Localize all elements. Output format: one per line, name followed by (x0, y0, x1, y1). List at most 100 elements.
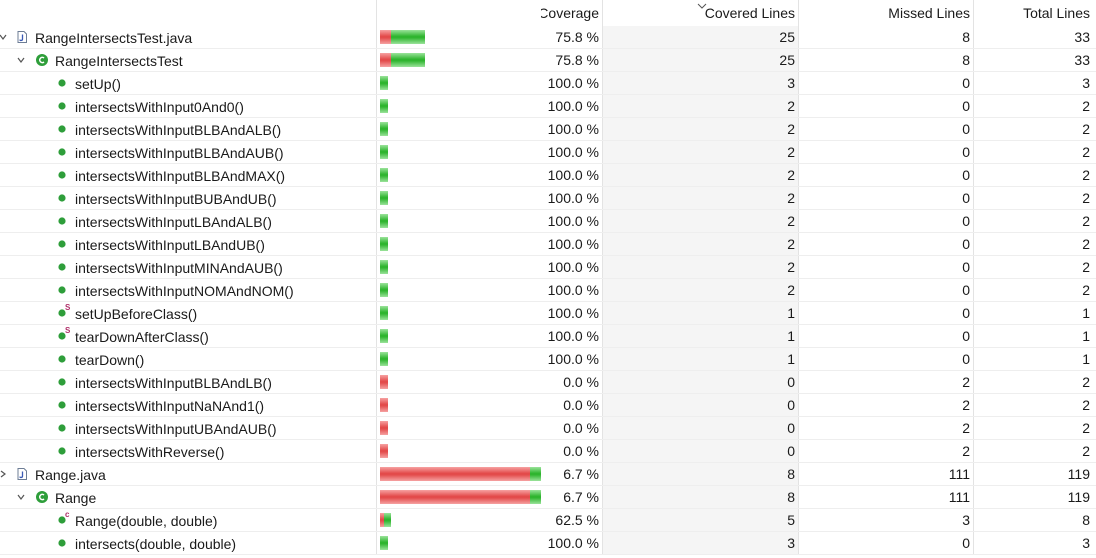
java-file-icon (15, 467, 29, 481)
element-cell[interactable]: intersects(double, double) (0, 532, 377, 554)
table-row[interactable]: intersectsWithInputBLBAndALB() 100.0 % 2 0 2 (0, 118, 1096, 141)
element-cell[interactable]: intersectsWithReverse() (0, 440, 377, 462)
element-cell[interactable]: intersectsWithInputUBAndAUB() (0, 417, 377, 439)
total-lines: 2 (1082, 443, 1090, 459)
element-cell[interactable]: c Range(double, double) (0, 509, 377, 531)
table-row[interactable]: intersectsWithInputLBAndUB() 100.0 % 2 0 2 (0, 233, 1096, 256)
element-name: intersectsWithReverse() (75, 444, 225, 460)
element-cell[interactable]: intersectsWithInputMINAndAUB() (0, 256, 377, 278)
covered-lines: 2 (603, 141, 799, 163)
missed-lines: 2 (799, 440, 974, 462)
table-row[interactable]: Range 6.7 % 8 111 119 (0, 486, 1096, 509)
coverage-bar-cell (377, 440, 541, 462)
chevron-right-icon[interactable] (0, 469, 8, 479)
table-row[interactable]: tearDown() 100.0 % 1 0 1 (0, 348, 1096, 371)
table-row[interactable]: intersectsWithInput0And0() 100.0 % 2 0 2 (0, 95, 1096, 118)
element-name: intersectsWithInputLBAndUB() (75, 237, 265, 253)
covered-lines: 2 (603, 95, 799, 117)
table-body: RangeIntersectsTest.java 75.8 % 25 8 33 Range… (0, 26, 1096, 555)
element-cell[interactable]: intersectsWithInput0And0() (0, 95, 377, 117)
element-cell[interactable]: RangeIntersectsTest (0, 49, 377, 71)
coverage-bar-cell (377, 532, 541, 554)
coverage-bar-cell (377, 187, 541, 209)
element-cell[interactable]: Range.java (0, 463, 377, 485)
table-row[interactable]: intersectsWithReverse() 0.0 % 0 2 2 (0, 440, 1096, 463)
element-name: intersectsWithInputBLBAndALB() (75, 122, 282, 138)
element-cell[interactable]: Range (0, 486, 377, 508)
method-icon (55, 214, 69, 228)
covered-lines: 25 (603, 26, 799, 48)
covered-lines: 1 (603, 348, 799, 370)
header-element[interactable] (0, 0, 377, 26)
header-covered-lines[interactable]: Covered Lines (603, 0, 799, 26)
coverage-percent: 0.0 % (541, 440, 603, 462)
missed-lines: 0 (799, 210, 974, 232)
covered-lines: 2 (603, 118, 799, 140)
table-row[interactable]: intersectsWithInputBUBAndUB() 100.0 % 2 0 2 (0, 187, 1096, 210)
table-row[interactable]: intersectsWithInputNOMAndNOM() 100.0 % 2 0 2 (0, 279, 1096, 302)
table-row[interactable]: RangeIntersectsTest.java 75.8 % 25 8 33 (0, 26, 1096, 49)
element-name: intersectsWithInputUBAndAUB() (75, 421, 277, 437)
element-cell[interactable]: tearDown() (0, 348, 377, 370)
element-name: intersectsWithInputBUBAndUB() (75, 191, 277, 207)
element-cell[interactable]: RangeIntersectsTest.java (0, 26, 377, 48)
table-row[interactable]: intersectsWithInputMINAndAUB() 100.0 % 2 0 2 (0, 256, 1096, 279)
coverage-bar (380, 76, 388, 90)
coverage-bar-covered (380, 191, 388, 205)
element-cell[interactable]: intersectsWithInputBLBAndMAX() (0, 164, 377, 186)
coverage-bar-missed (380, 398, 388, 412)
element-cell[interactable]: intersectsWithInputBLBAndLB() (0, 371, 377, 393)
table-row[interactable]: Range.java 6.7 % 8 111 119 (0, 463, 1096, 486)
table-row[interactable]: intersectsWithInputBLBAndAUB() 100.0 % 2 0 2 (0, 141, 1096, 164)
element-cell[interactable]: intersectsWithInputNaNAnd1() (0, 394, 377, 416)
header-coverage-bar[interactable] (377, 0, 541, 26)
coverage-bar-cell (377, 210, 541, 232)
element-cell[interactable]: intersectsWithInputLBAndALB() (0, 210, 377, 232)
coverage-bar-covered (380, 260, 388, 274)
coverage-bar-covered (380, 99, 388, 113)
total-lines: 2 (1082, 236, 1090, 252)
table-row[interactable]: c Range(double, double) 62.5 % 5 3 8 (0, 509, 1096, 532)
element-name: intersects(double, double) (75, 536, 237, 552)
chevron-down-icon[interactable] (16, 55, 26, 65)
element-cell[interactable]: intersectsWithInputBUBAndUB() (0, 187, 377, 209)
missed-lines: 0 (799, 325, 974, 347)
total-lines: 1 (1082, 328, 1090, 344)
header-total-lines[interactable]: Total Lines (974, 0, 1096, 26)
table-row[interactable]: intersectsWithInputUBAndAUB() 0.0 % 0 2 2 (0, 417, 1096, 440)
table-row[interactable]: intersectsWithInputBLBAndMAX() 100.0 % 2 0 2 (0, 164, 1096, 187)
header-coverage-label: Coverage (541, 5, 599, 21)
table-row[interactable]: intersectsWithInputBLBAndLB() 0.0 % 0 2 2 (0, 371, 1096, 394)
table-row[interactable]: intersects(double, double) 100.0 % 3 0 3 (0, 532, 1096, 555)
element-cell[interactable]: intersectsWithInputLBAndUB() (0, 233, 377, 255)
element-cell[interactable]: intersectsWithInputNOMAndNOM() (0, 279, 377, 301)
coverage-bar-cell (377, 49, 541, 71)
table-row[interactable]: setUp() 100.0 % 3 0 3 (0, 72, 1096, 95)
coverage-bar-cell (377, 371, 541, 393)
chevron-down-icon[interactable] (16, 492, 26, 502)
coverage-percent: 100.0 % (541, 164, 603, 186)
table-row[interactable]: intersectsWithInputLBAndALB() 100.0 % 2 0 2 (0, 210, 1096, 233)
element-cell[interactable]: intersectsWithInputBLBAndAUB() (0, 141, 377, 163)
table-row[interactable]: intersectsWithInputNaNAnd1() 0.0 % 0 2 2 (0, 394, 1096, 417)
coverage-bar-cell (377, 164, 541, 186)
element-cell[interactable]: intersectsWithInputBLBAndALB() (0, 118, 377, 140)
missed-lines: 0 (799, 141, 974, 163)
header-missed-lines[interactable]: Missed Lines (799, 0, 974, 26)
coverage-bar-covered (380, 145, 388, 159)
missed-lines: 0 (799, 118, 974, 140)
chevron-down-icon[interactable] (0, 32, 8, 42)
element-cell[interactable]: setUp() (0, 72, 377, 94)
coverage-bar-missed (380, 421, 388, 435)
total-lines: 2 (1082, 190, 1090, 206)
coverage-bar (380, 444, 388, 458)
coverage-bar-cell (377, 233, 541, 255)
static-method-icon (55, 329, 69, 343)
header-coverage[interactable]: Coverage (541, 0, 603, 26)
table-row[interactable]: RangeIntersectsTest 75.8 % 25 8 33 (0, 49, 1096, 72)
coverage-percent: 100.0 % (541, 302, 603, 324)
